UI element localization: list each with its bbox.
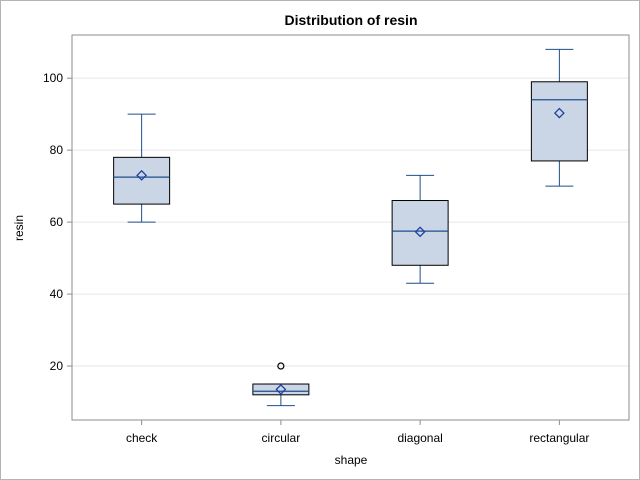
- x-tick-label: circular: [262, 431, 301, 445]
- x-axis-label: shape: [335, 453, 368, 467]
- x-tick-label: rectangular: [529, 431, 589, 445]
- y-tick-label: 40: [50, 287, 64, 301]
- y-axis: 20 40 60 80 100: [43, 71, 72, 373]
- mean-marker: [553, 107, 565, 119]
- x-axis: check circular diagonal rectangular: [126, 420, 589, 445]
- mean-marker: [414, 226, 426, 238]
- grid-lines: [72, 77, 629, 367]
- y-tick-label: 80: [50, 143, 64, 157]
- x-tick-label: diagonal: [397, 431, 442, 445]
- mean-marker: [275, 383, 287, 395]
- y-tick-label: 100: [43, 71, 63, 85]
- y-tick-label: 60: [50, 215, 64, 229]
- box-diagonal: [391, 174, 449, 284]
- box-rectangular: [530, 48, 588, 187]
- mean-marker: [136, 169, 148, 181]
- box-iqr: [391, 200, 449, 266]
- box-iqr: [530, 81, 588, 162]
- box-circular: [252, 362, 310, 407]
- outlier-point: [277, 362, 285, 370]
- y-tick-label: 20: [50, 359, 64, 373]
- box-series: [113, 48, 588, 407]
- box-check: [113, 113, 171, 223]
- x-tick-label: check: [126, 431, 158, 445]
- chart-title: Distribution of resin: [285, 12, 418, 28]
- plot-area: [71, 34, 630, 421]
- y-axis-label: resin: [12, 215, 26, 241]
